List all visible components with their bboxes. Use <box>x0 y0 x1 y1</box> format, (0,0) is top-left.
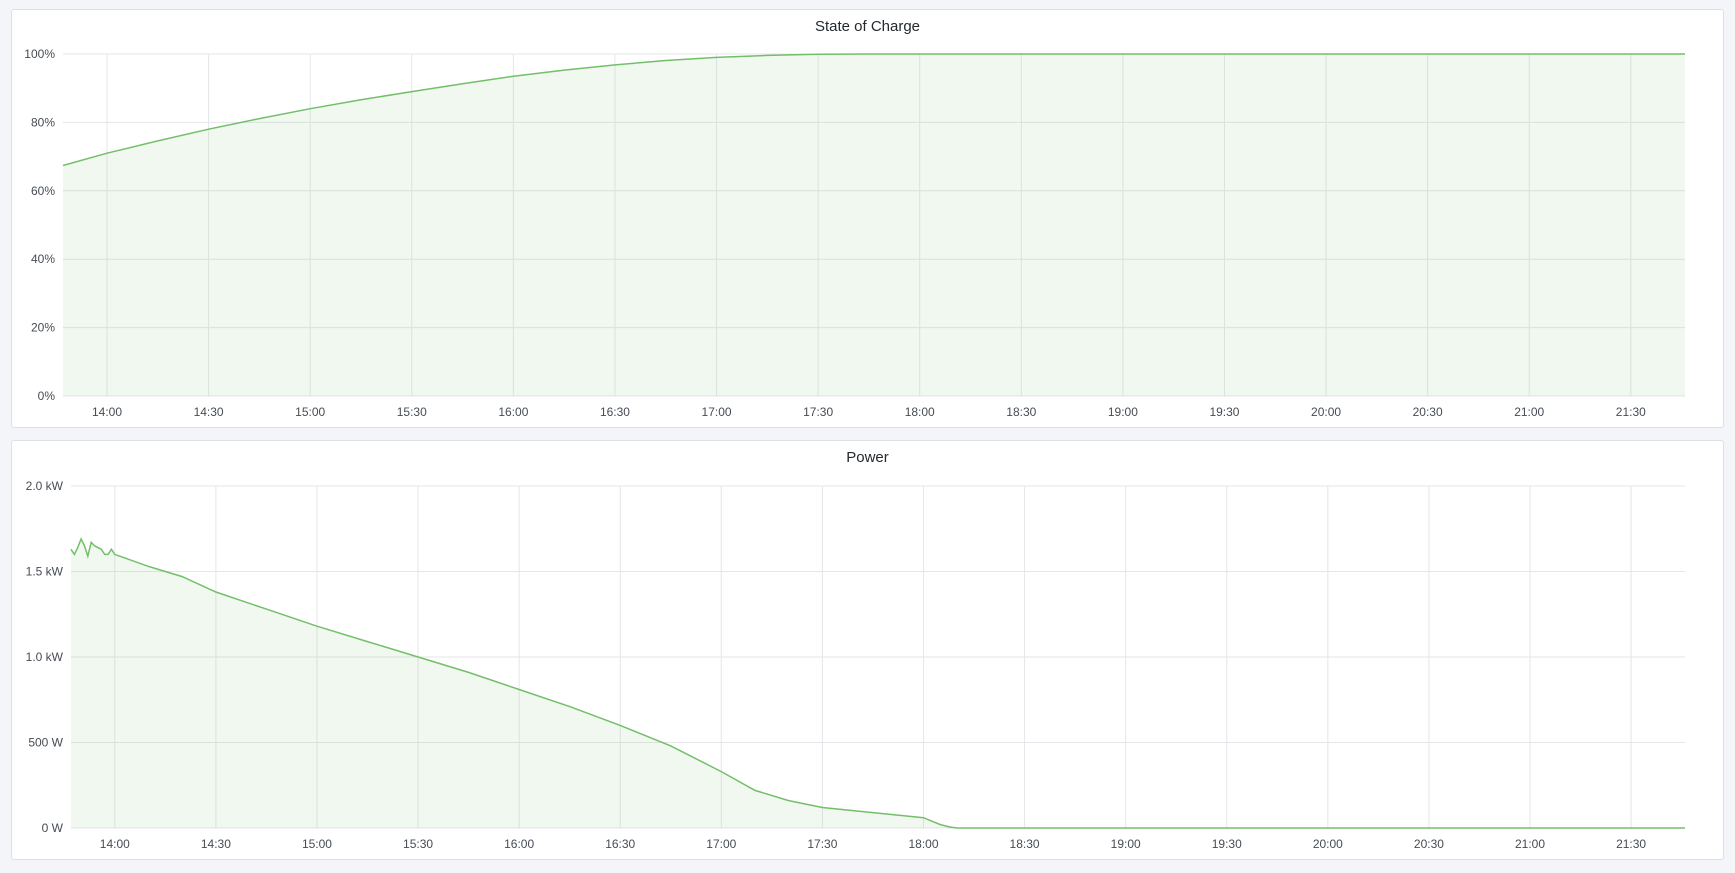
panel-title: Power <box>846 449 889 466</box>
y-tick-label: 0% <box>38 389 56 403</box>
x-tick-label: 14:00 <box>100 837 130 851</box>
x-tick-label: 20:00 <box>1313 837 1343 851</box>
x-tick-label: 17:00 <box>706 837 736 851</box>
x-tick-label: 19:00 <box>1108 405 1138 419</box>
x-tick-label: 17:30 <box>803 405 833 419</box>
x-tick-label: 19:30 <box>1212 837 1242 851</box>
x-tick-label: 18:30 <box>1010 837 1040 851</box>
power-panel: Power 0 W 500 W 1.0 kW 1.5 kW 2.0 kW 14:00 14:… <box>11 440 1724 860</box>
x-tick-label: 17:00 <box>702 405 732 419</box>
x-tick-label: 14:30 <box>194 405 224 419</box>
series-area <box>63 54 1685 396</box>
y-tick-label: 40% <box>31 252 55 266</box>
panel-title: State of Charge <box>814 18 921 35</box>
chart-svg: 0 W 500 W 1.0 kW 1.5 kW 2.0 kW 14:00 14:30 15:0… <box>26 479 1685 851</box>
x-tick-label: 19:00 <box>1111 837 1141 851</box>
x-tick-label: 16:30 <box>600 405 630 419</box>
x-tick-label: 14:00 <box>92 405 122 419</box>
y-tick-label: 1.5 kW <box>26 565 64 579</box>
y-tick-label: 2.0 kW <box>26 479 64 493</box>
x-tick-label: 15:30 <box>397 405 427 419</box>
y-tick-label: 0 W <box>42 821 64 835</box>
x-tick-label: 16:00 <box>498 405 528 419</box>
x-tick-label: 20:00 <box>1311 405 1341 419</box>
y-tick-label: 1.0 kW <box>26 650 64 664</box>
y-tick-label: 60% <box>31 184 55 198</box>
x-tick-label: 16:30 <box>605 837 635 851</box>
x-tick-label: 20:30 <box>1413 405 1443 419</box>
chart-svg: 0% 20% 40% 60% 80% 100% 14:00 14:30 15:00 15:30 16… <box>24 47 1685 419</box>
x-tick-label: 18:00 <box>908 837 938 851</box>
x-tick-label: 21:30 <box>1616 405 1646 419</box>
y-tick-label: 20% <box>31 321 55 335</box>
x-tick-label: 15:00 <box>295 405 325 419</box>
x-tick-label: 17:30 <box>807 837 837 851</box>
x-tick-label: 19:30 <box>1209 405 1239 419</box>
x-tick-label: 15:30 <box>403 837 433 851</box>
state-of-charge-panel: State of Charge 0% 20% 40% 60% 80% 100% 14:00 1… <box>11 9 1724 428</box>
y-tick-label: 80% <box>31 115 55 129</box>
x-tick-label: 15:00 <box>302 837 332 851</box>
x-tick-label: 16:00 <box>504 837 534 851</box>
x-tick-label: 21:30 <box>1616 837 1646 851</box>
x-tick-label: 21:00 <box>1515 837 1545 851</box>
x-tick-label: 20:30 <box>1414 837 1444 851</box>
series-line <box>62 53 1685 167</box>
y-tick-label: 100% <box>24 47 55 61</box>
y-tick-label: 500 W <box>28 736 63 750</box>
series-area <box>71 539 1685 828</box>
x-tick-label: 18:30 <box>1006 405 1036 419</box>
x-tick-label: 18:00 <box>905 405 935 419</box>
x-tick-label: 14:30 <box>201 837 231 851</box>
x-tick-label: 21:00 <box>1514 405 1544 419</box>
series-line <box>70 537 1685 829</box>
